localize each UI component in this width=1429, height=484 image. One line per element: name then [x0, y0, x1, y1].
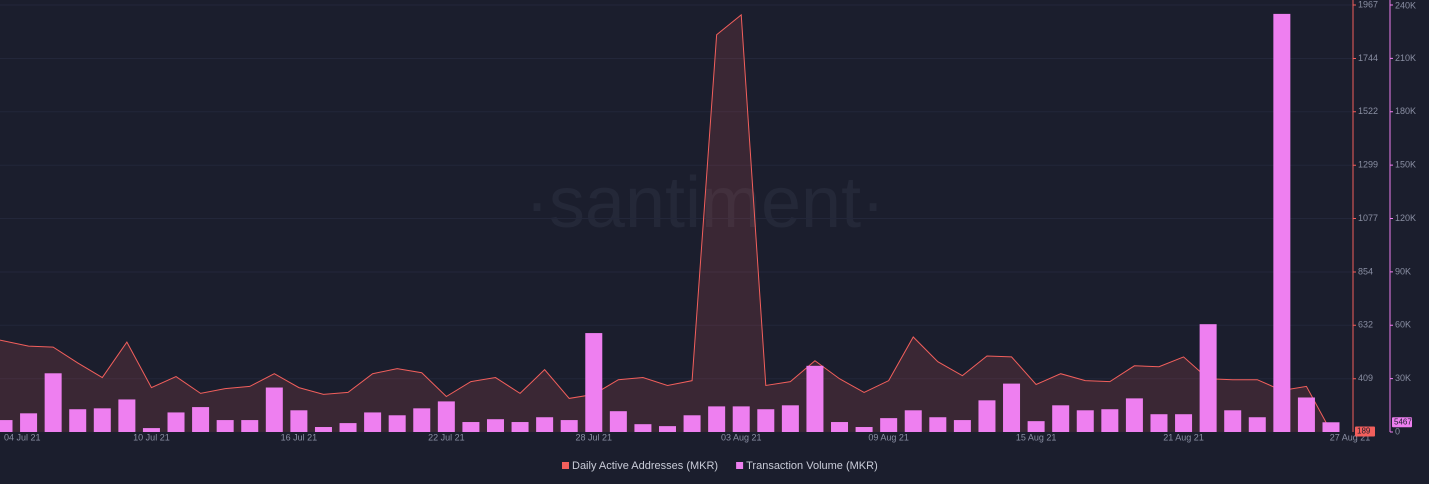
y-tick-label: 1967: [1358, 0, 1378, 9]
bar: [929, 417, 947, 432]
plot: [0, 13, 1340, 433]
area-fill: [0, 14, 1331, 433]
bar: [732, 406, 750, 432]
value-badge: [1392, 417, 1412, 428]
bar: [781, 405, 799, 432]
bar: [1224, 410, 1242, 432]
bar: [290, 410, 308, 432]
bar: [953, 420, 971, 432]
bar: [585, 333, 603, 432]
y-tick-label: 409: [1358, 373, 1373, 383]
y-tick-label: 1299: [1358, 160, 1378, 170]
y2-tick-label: 120K: [1395, 213, 1416, 223]
y2-tick-label: 90K: [1395, 266, 1411, 276]
x-tick-label: 09 Aug 21: [868, 432, 909, 442]
bar: [511, 422, 529, 432]
legend-swatch: [562, 462, 569, 469]
bar: [265, 387, 283, 432]
bar: [609, 411, 627, 432]
x-tick-label: 28 Jul 21: [576, 432, 613, 442]
y-tick-label: 854: [1358, 266, 1373, 276]
bar: [167, 412, 185, 432]
bar: [1199, 324, 1217, 432]
bar: [708, 406, 726, 432]
bar: [757, 409, 775, 432]
bar: [1297, 397, 1315, 432]
y2-tick-label: 180K: [1395, 106, 1416, 116]
bar: [536, 417, 554, 432]
bar: [806, 365, 824, 432]
bar: [486, 419, 504, 432]
y2-tick-label: 210K: [1395, 53, 1416, 63]
bar: [142, 428, 160, 432]
bar: [413, 408, 431, 432]
bar: [560, 420, 578, 432]
y2-tick-label: 30K: [1395, 373, 1411, 383]
bar: [683, 415, 701, 432]
bar: [659, 426, 676, 432]
bar: [1175, 414, 1193, 432]
x-tick-label: 04 Jul 21: [4, 432, 41, 442]
bar: [0, 420, 13, 432]
bar: [93, 408, 111, 432]
bar: [1248, 417, 1266, 432]
y2-tick-label: 60K: [1395, 320, 1411, 330]
bar: [462, 422, 480, 432]
y2-tick-label: 0: [1395, 426, 1400, 436]
x-tick-label: 03 Aug 21: [721, 432, 762, 442]
bar: [1003, 383, 1021, 432]
y2-tick-label: 240K: [1395, 0, 1416, 10]
value-badge-label: 5467: [1394, 417, 1412, 426]
bar: [44, 373, 62, 432]
y-tick-label: 632: [1358, 320, 1373, 330]
legend-swatch: [736, 462, 744, 469]
bar: [118, 399, 136, 432]
bar: [1101, 409, 1119, 432]
bar: [978, 400, 996, 432]
bar: [314, 427, 332, 432]
bar: [437, 401, 455, 432]
bar: [880, 418, 898, 432]
y-tick-label: 1744: [1358, 53, 1378, 63]
bar: [1273, 13, 1291, 432]
y-tick-label: 1522: [1358, 106, 1378, 116]
x-tick-label: 10 Jul 21: [133, 432, 170, 442]
x-tick-label: 16 Jul 21: [281, 432, 318, 442]
bar: [1150, 414, 1168, 432]
bar: [831, 422, 849, 432]
legend-label: Transaction Volume (MKR): [746, 460, 878, 472]
x-tick-label: 22 Jul 21: [428, 432, 465, 442]
bar: [855, 427, 873, 432]
bar: [904, 410, 922, 432]
bar: [1125, 398, 1143, 432]
bar: [1322, 422, 1340, 432]
bar: [1052, 405, 1070, 432]
value-badge: [1355, 426, 1375, 437]
line: [0, 13, 1332, 432]
value-badge-label: 189: [1357, 427, 1371, 436]
y2-tick-label: 150K: [1395, 160, 1416, 170]
bar: [364, 412, 382, 432]
bar: [634, 424, 652, 432]
bar: [192, 407, 210, 432]
bar: [339, 423, 357, 432]
x-tick-label: 27 Aug 21: [1330, 432, 1371, 442]
bar: [388, 415, 406, 432]
y-tick-label: 1077: [1358, 213, 1378, 223]
x-tick-label: 15 Aug 21: [1016, 432, 1057, 442]
bar: [1027, 421, 1045, 432]
legend-label: Daily Active Addresses (MKR): [572, 460, 718, 472]
bar: [20, 413, 38, 432]
bar: [216, 420, 234, 432]
bar: [69, 409, 87, 432]
bar: [241, 420, 259, 432]
bar: [1076, 410, 1094, 432]
x-tick-label: 21 Aug 21: [1163, 432, 1204, 442]
